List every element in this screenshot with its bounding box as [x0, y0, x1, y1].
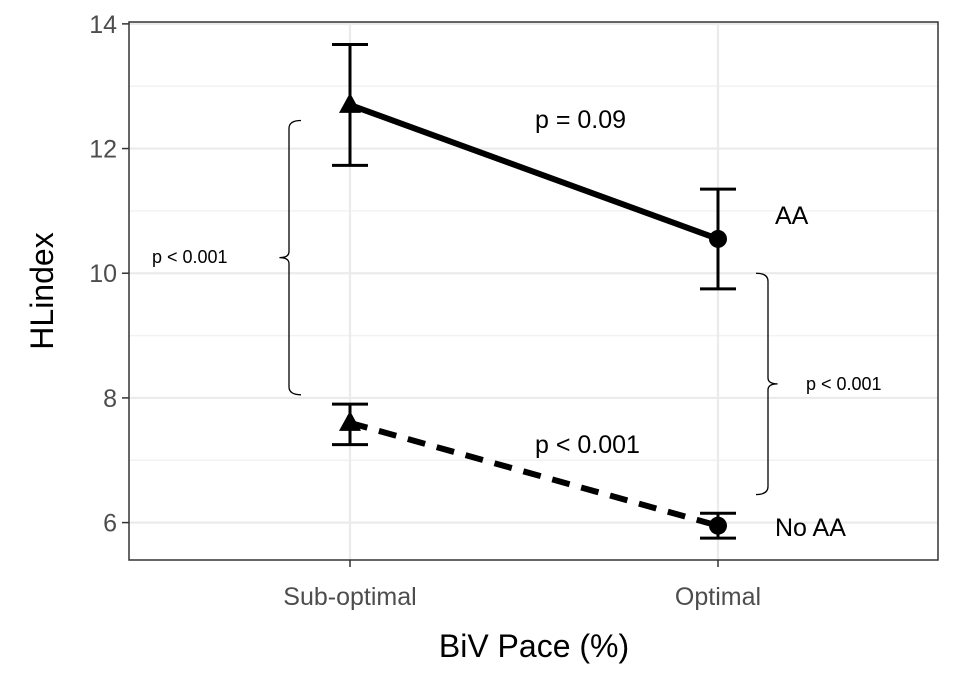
x-tick-label: Optimal: [675, 583, 761, 611]
annotation-aa-p: p = 0.09: [535, 106, 626, 134]
series-line-no-aa: [349, 419, 719, 529]
braces: [279, 119, 778, 496]
x-tick-label: Sub-optimal: [283, 583, 416, 611]
annotation-left-brace-p: p < 0.001: [152, 247, 228, 267]
y-tick-label: 8: [103, 385, 117, 413]
x-axis-title: BiV Pace (%): [439, 628, 629, 664]
series-label-no-aa: No AA: [775, 514, 846, 542]
series-label-aa: AA: [775, 202, 809, 230]
data-point-triangle: [339, 410, 361, 431]
annotation-no-aa-p: p < 0.001: [535, 431, 640, 459]
y-tick-label: 6: [103, 510, 117, 538]
grid: [129, 22, 938, 560]
x-axis: Sub-optimal Optimal: [283, 560, 761, 611]
data-point-triangle: [339, 92, 361, 113]
y-tick-label: 10: [89, 260, 117, 288]
y-tick-label: 12: [89, 136, 117, 164]
y-axis: 6 8 10 12 14: [89, 11, 129, 538]
plot-panel-border: [128, 21, 939, 561]
y-axis-title: HLindex: [24, 232, 60, 349]
brace: [279, 119, 302, 396]
series-line-aa: [348, 102, 720, 242]
marks: [332, 42, 736, 540]
annotation-right-brace-p: p < 0.001: [806, 374, 882, 394]
y-tick-label: 14: [89, 11, 117, 39]
data-point-circle: [709, 229, 727, 248]
brace: [755, 272, 778, 496]
data-point-circle: [709, 516, 727, 535]
